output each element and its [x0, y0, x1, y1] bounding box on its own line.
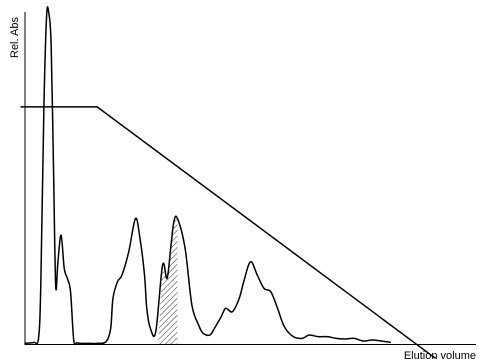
x-axis-label: Elution volume	[404, 350, 476, 362]
series-absorbance-line	[24, 6, 392, 346]
series-gradient-line	[20, 106, 436, 359]
plot-area	[20, 6, 436, 359]
y-axis-label: Rel. Abs	[9, 17, 21, 58]
